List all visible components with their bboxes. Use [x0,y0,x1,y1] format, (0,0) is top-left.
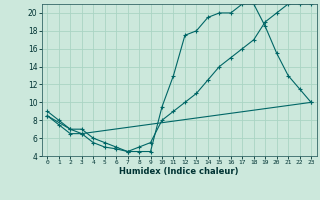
X-axis label: Humidex (Indice chaleur): Humidex (Indice chaleur) [119,167,239,176]
